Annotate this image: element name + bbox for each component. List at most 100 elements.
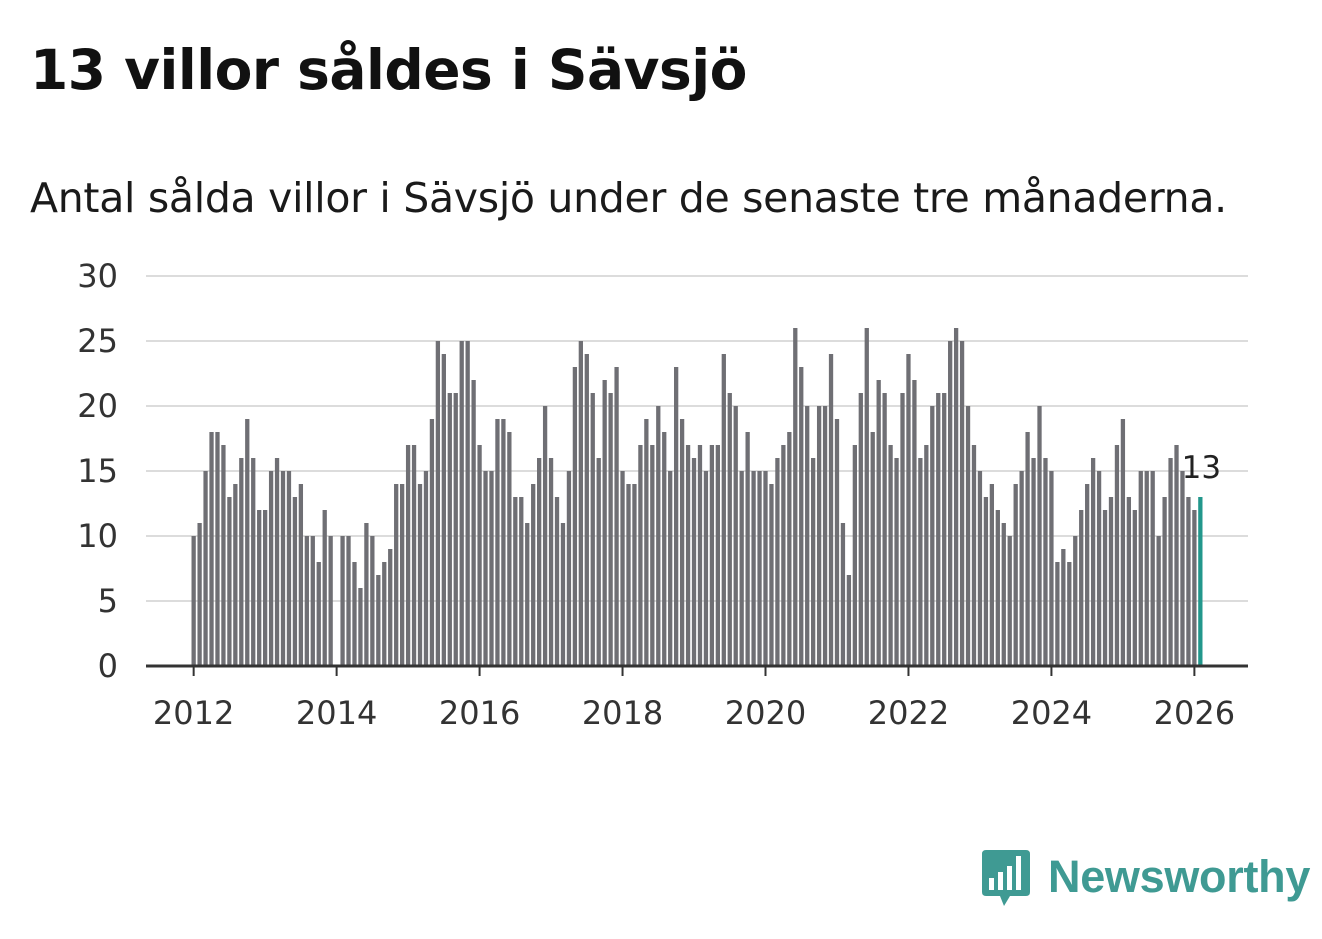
bar (477, 445, 482, 666)
bar (221, 445, 226, 666)
bar (959, 341, 965, 666)
bar (340, 536, 345, 666)
bar (1150, 471, 1155, 666)
bar (411, 445, 417, 666)
bar-chart: 0 5 10 15 20 25 30 2012 2014 2016 2018 2020 2022 202… (77, 257, 1248, 732)
bar (828, 354, 834, 666)
x-tick-label: 2016 (439, 694, 520, 732)
bar (423, 471, 429, 666)
bar (691, 458, 697, 666)
bar (554, 497, 560, 666)
bar (525, 523, 530, 666)
bar (811, 458, 816, 666)
bar (1096, 471, 1102, 666)
bar (1168, 458, 1173, 666)
bar (793, 328, 798, 666)
bar (1013, 484, 1018, 666)
bar (1132, 510, 1137, 666)
bar (852, 445, 857, 666)
bar (531, 484, 536, 666)
bar (751, 471, 756, 666)
bar (1180, 471, 1185, 666)
bar (489, 471, 494, 666)
bar (394, 484, 399, 666)
bar (608, 393, 613, 666)
y-tick-label: 5 (98, 582, 118, 620)
bar (816, 406, 822, 666)
bar (1061, 549, 1066, 666)
bar (382, 562, 387, 666)
bar (709, 445, 715, 666)
y-tick-label: 25 (77, 322, 118, 360)
bar (948, 341, 953, 666)
bar (936, 393, 941, 666)
bar (1120, 419, 1126, 666)
chart-subtitle: Antal sålda villor i Sävsjö under de sen… (30, 174, 1227, 222)
bar (858, 393, 863, 666)
bar (584, 354, 589, 666)
bar (233, 484, 238, 666)
bar (918, 458, 923, 666)
bar (209, 432, 214, 666)
bar (566, 471, 572, 666)
bar (674, 367, 679, 666)
bar (787, 432, 792, 666)
bar (358, 588, 363, 666)
x-tick-label: 2012 (153, 694, 234, 732)
y-tick-label: 30 (77, 257, 118, 295)
bar (245, 419, 250, 666)
bar (257, 510, 262, 666)
brand-name: Newsworthy (1048, 851, 1311, 902)
bar (727, 393, 732, 666)
bar (1043, 458, 1048, 666)
x-tick-label: 2018 (582, 694, 663, 732)
bar (822, 406, 828, 666)
bar (239, 458, 244, 666)
bar (1037, 406, 1042, 666)
bar (1126, 497, 1132, 666)
bar (781, 445, 786, 666)
newsworthy-logo-icon (982, 850, 1030, 906)
bar (268, 471, 274, 666)
bar (721, 354, 726, 666)
bar (715, 445, 720, 666)
bar (870, 432, 875, 666)
y-tick-label: 20 (77, 387, 118, 425)
x-tick-label: 2020 (725, 694, 806, 732)
bar (352, 562, 357, 666)
bar (894, 458, 899, 666)
bars (191, 328, 1203, 666)
bar (1186, 497, 1191, 666)
bar (286, 471, 292, 666)
bar (280, 471, 286, 666)
bar (989, 484, 995, 666)
bar (465, 341, 470, 666)
bar (697, 445, 703, 666)
bar (376, 575, 381, 666)
bar (417, 484, 423, 666)
bar (405, 445, 411, 666)
bar (1019, 471, 1024, 666)
bar (805, 406, 810, 666)
bar (1090, 458, 1096, 666)
bar (1156, 536, 1161, 666)
bar (346, 536, 351, 666)
bar (703, 471, 709, 666)
bar (775, 458, 780, 666)
bar (1007, 536, 1012, 666)
bar (685, 445, 691, 666)
bar (572, 367, 578, 666)
bar (912, 380, 917, 666)
bar (668, 471, 673, 666)
bar (519, 497, 524, 666)
bar (495, 419, 500, 666)
bar (435, 341, 441, 666)
bar (983, 497, 989, 666)
bar (596, 458, 601, 666)
newsworthy-logo: Newsworthy (980, 846, 1310, 908)
y-axis-ticks: 0 5 10 15 20 25 30 (77, 257, 118, 685)
bar (864, 328, 869, 666)
bar (638, 445, 643, 666)
bar (763, 471, 768, 666)
bar (632, 484, 637, 666)
